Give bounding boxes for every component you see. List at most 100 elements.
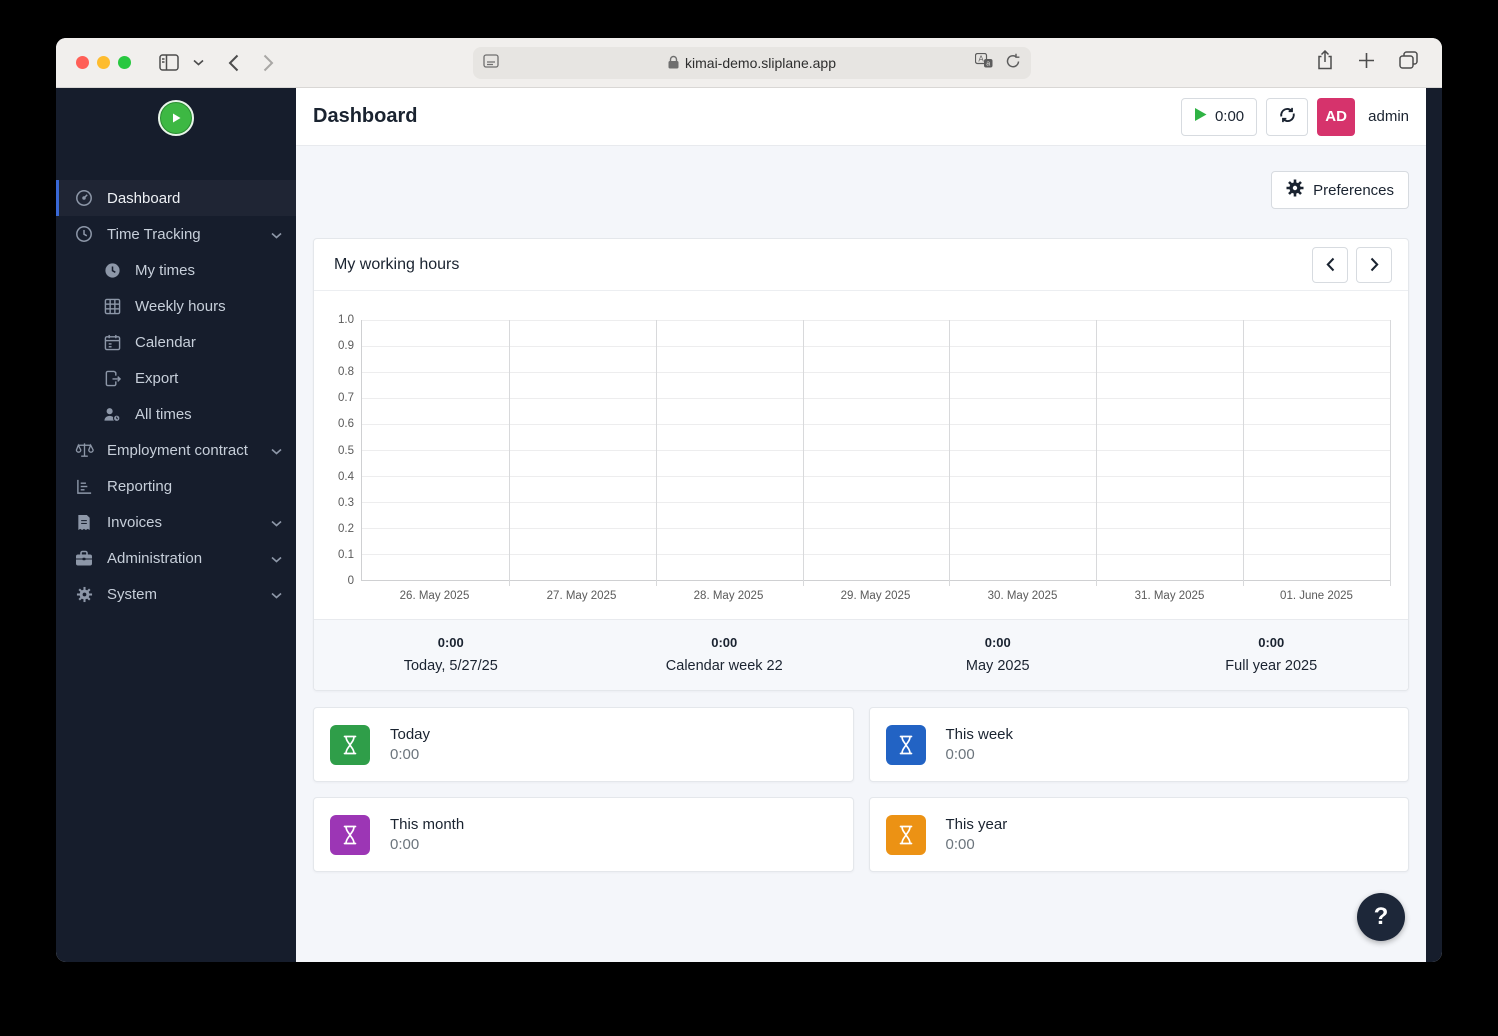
chevron-down-icon [271,514,282,531]
y-tick: 0.5 [338,444,354,457]
window-controls [56,56,131,69]
preferences-button[interactable]: Preferences [1271,171,1409,209]
previous-period-button[interactable] [1312,246,1348,283]
stat-title: This week [945,726,1014,743]
page-title: Dashboard [313,105,418,127]
minimize-window-button[interactable] [97,56,110,69]
stat-cards: Today 0:00 This week 0:00 [313,707,1409,872]
summary-month: 0:00 May 2025 [861,635,1135,674]
start-timer-button[interactable]: 0:00 [1180,97,1258,136]
stat-card-this-week: This week 0:00 [868,707,1409,782]
chevron-down-icon [271,442,282,459]
summary-label: Calendar week 22 [665,658,783,674]
working-hours-summary: 0:00 Today, 5/27/25 0:00 Calendar week 2… [314,619,1408,690]
clock-filled-icon [102,262,122,279]
username-label[interactable]: admin [1368,108,1409,125]
dashboard-content: Preferences My working hours [296,146,1426,962]
back-button-icon[interactable] [228,54,239,72]
sidebar-item-weekly-hours[interactable]: Weekly hours [56,288,296,324]
kimai-logo[interactable] [158,100,194,136]
hourglass-icon [330,814,370,855]
svg-text:A: A [978,55,984,64]
close-window-button[interactable] [76,56,89,69]
file-export-icon [102,370,122,387]
reload-icon[interactable] [1005,53,1021,74]
zoom-window-button[interactable] [118,56,131,69]
sidebar-toggle-icon[interactable] [159,54,179,71]
x-tick: 31. May 2025 [1134,590,1205,602]
summary-value: 0:00 [1258,635,1285,650]
gear-icon [74,586,94,603]
stat-card-today: Today 0:00 [313,707,854,782]
chart-y-axis: 1.0 0.9 0.8 0.7 0.6 0.5 0.4 0.3 0.2 0.1 [324,314,361,587]
play-icon [1194,107,1207,126]
users-clock-icon [102,406,122,423]
working-hours-chart: 1.0 0.9 0.8 0.7 0.6 0.5 0.4 0.3 0.2 0.1 [314,291,1408,610]
refresh-button[interactable] [1266,97,1309,136]
chevron-down-icon [271,586,282,603]
sidebar-item-my-times[interactable]: My times [56,252,296,288]
x-tick: 26. May 2025 [399,590,470,602]
sidebar-item-invoices[interactable]: Invoices [56,504,296,540]
summary-value: 0:00 [437,635,464,650]
x-tick: 29. May 2025 [840,590,911,602]
chart-x-axis: 26. May 2025 27. May 2025 28. May 2025 2… [361,590,1390,602]
chevron-down-icon [271,226,282,243]
sidebar-item-calendar[interactable]: Calendar [56,324,296,360]
sidebar-item-time-tracking[interactable]: Time Tracking [56,216,296,252]
summary-label: Today, 5/27/25 [403,658,498,674]
y-tick: 0.2 [338,522,354,535]
chevron-down-icon [271,550,282,567]
forward-button-icon[interactable] [263,54,274,72]
stat-title: This month [390,816,465,833]
summary-label: May 2025 [965,658,1030,674]
tab-overview-icon[interactable] [1399,51,1418,74]
clock-icon [74,225,94,243]
main-area: Dashboard 0:00 AD admin [296,88,1426,962]
sidebar-item-reporting[interactable]: Reporting [56,468,296,504]
stat-value: 0:00 [390,746,420,763]
summary-value: 0:00 [984,635,1011,650]
next-period-button[interactable] [1356,246,1392,283]
stat-value: 0:00 [945,836,975,853]
sidebar: Dashboard Time Tracking My times Weekly … [56,88,296,962]
y-tick: 0.1 [338,548,354,561]
sidebar-item-label: Invoices [107,513,163,531]
help-button[interactable]: ? [1357,893,1405,941]
sidebar-item-label: Administration [107,549,203,567]
sidebar-item-administration[interactable]: Administration [56,540,296,576]
sidebar-item-all-times[interactable]: All times [56,396,296,432]
x-tick: 01. June 2025 [1280,590,1353,602]
report-chart-icon [74,478,94,495]
y-tick: 0.7 [338,392,354,405]
summary-week: 0:00 Calendar week 22 [588,635,862,674]
y-tick: 0.4 [338,470,354,483]
page-right-strip [1426,88,1442,962]
sidebar-item-label: Reporting [107,477,173,495]
sidebar-item-export[interactable]: Export [56,360,296,396]
share-icon[interactable] [1316,49,1334,75]
summary-year: 0:00 Full year 2025 [1135,635,1409,674]
reader-mode-icon[interactable] [483,53,499,73]
hourglass-icon [885,724,926,765]
user-avatar[interactable]: AD [1317,97,1356,136]
gauge-icon [74,189,94,207]
tls-lock-icon [668,55,679,72]
x-tick: 28. May 2025 [693,590,764,602]
stat-title: Today [390,726,431,743]
sidebar-item-dashboard[interactable]: Dashboard [56,180,296,216]
sidebar-item-system[interactable]: System [56,576,296,612]
scales-icon [74,441,94,459]
sidebar-dropdown-chevron-icon[interactable] [193,59,204,66]
new-tab-icon[interactable] [1358,52,1375,74]
summary-label: Full year 2025 [1225,658,1318,674]
sidebar-item-employment-contract[interactable]: Employment contract [56,432,296,468]
sidebar-item-label: My times [135,261,195,279]
summary-value: 0:00 [711,635,738,650]
working-hours-card: My working hours 1.0 0.9 0.8 [313,238,1409,691]
sidebar-item-label: Employment contract [107,441,248,459]
